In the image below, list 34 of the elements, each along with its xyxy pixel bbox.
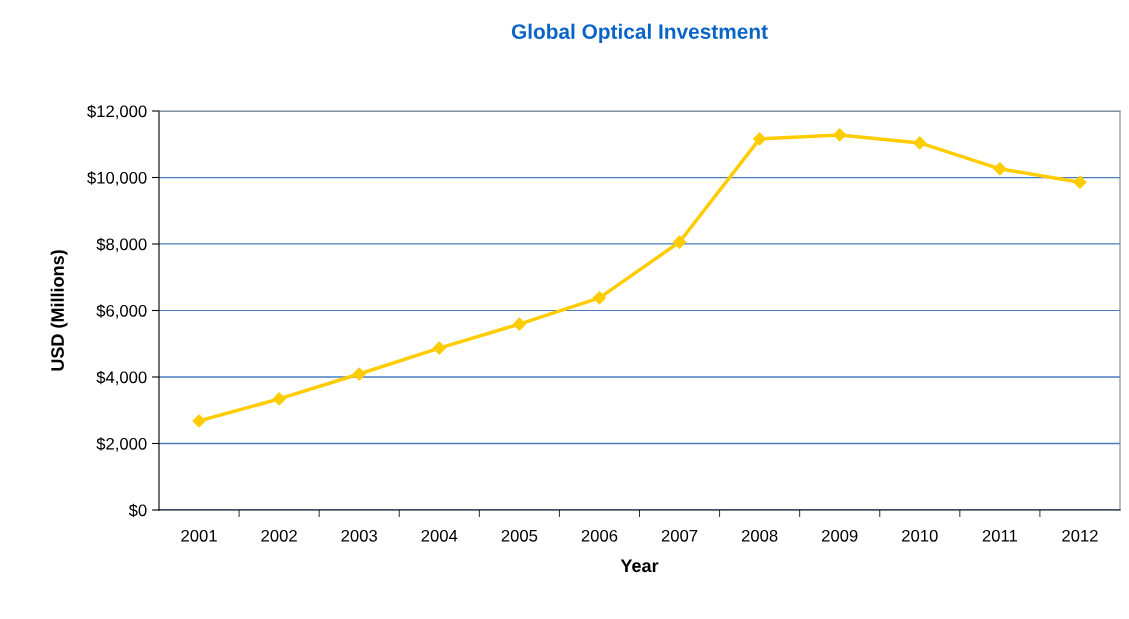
x-tick-label: 2007 (661, 529, 698, 542)
y-tick-label: $2,000 (96, 437, 147, 452)
point (192, 414, 206, 428)
x-axis-title: Year (620, 559, 659, 573)
x-tick-label: 2003 (341, 529, 378, 542)
x-tick-label: 2011 (982, 529, 1017, 542)
point (913, 136, 927, 150)
point (512, 317, 526, 331)
x-tick-label: 2004 (421, 529, 458, 542)
x-tick-label: 2010 (902, 529, 938, 542)
point (833, 128, 847, 142)
point (272, 392, 286, 406)
y-tick-label: $10,000 (87, 171, 147, 186)
x-tick-label: 2009 (822, 529, 858, 542)
x-tick-label: 2005 (501, 529, 538, 542)
point (432, 341, 446, 355)
y-tick-label: $8,000 (96, 237, 147, 253)
x-tick-label: 2008 (741, 529, 778, 542)
x-tick-label: 2006 (581, 529, 618, 542)
y-tick-label: $6,000 (96, 304, 147, 319)
y-tick-label: $0 (128, 503, 147, 518)
point (1073, 175, 1087, 189)
y-axis-title: USD (Millions) (50, 250, 68, 371)
y-tick-label: $4,000 (96, 370, 147, 386)
point (352, 367, 366, 381)
y-tick-label: $12,000 (87, 104, 147, 120)
point (993, 162, 1007, 176)
point (672, 235, 687, 249)
point (753, 132, 767, 146)
chart-title: Global Optical Investment (511, 23, 768, 44)
x-tick-label: 2012 (1062, 529, 1098, 542)
x-tick-label: 2002 (261, 529, 297, 542)
x-tick-label: 2001 (181, 529, 217, 542)
point (592, 291, 607, 305)
